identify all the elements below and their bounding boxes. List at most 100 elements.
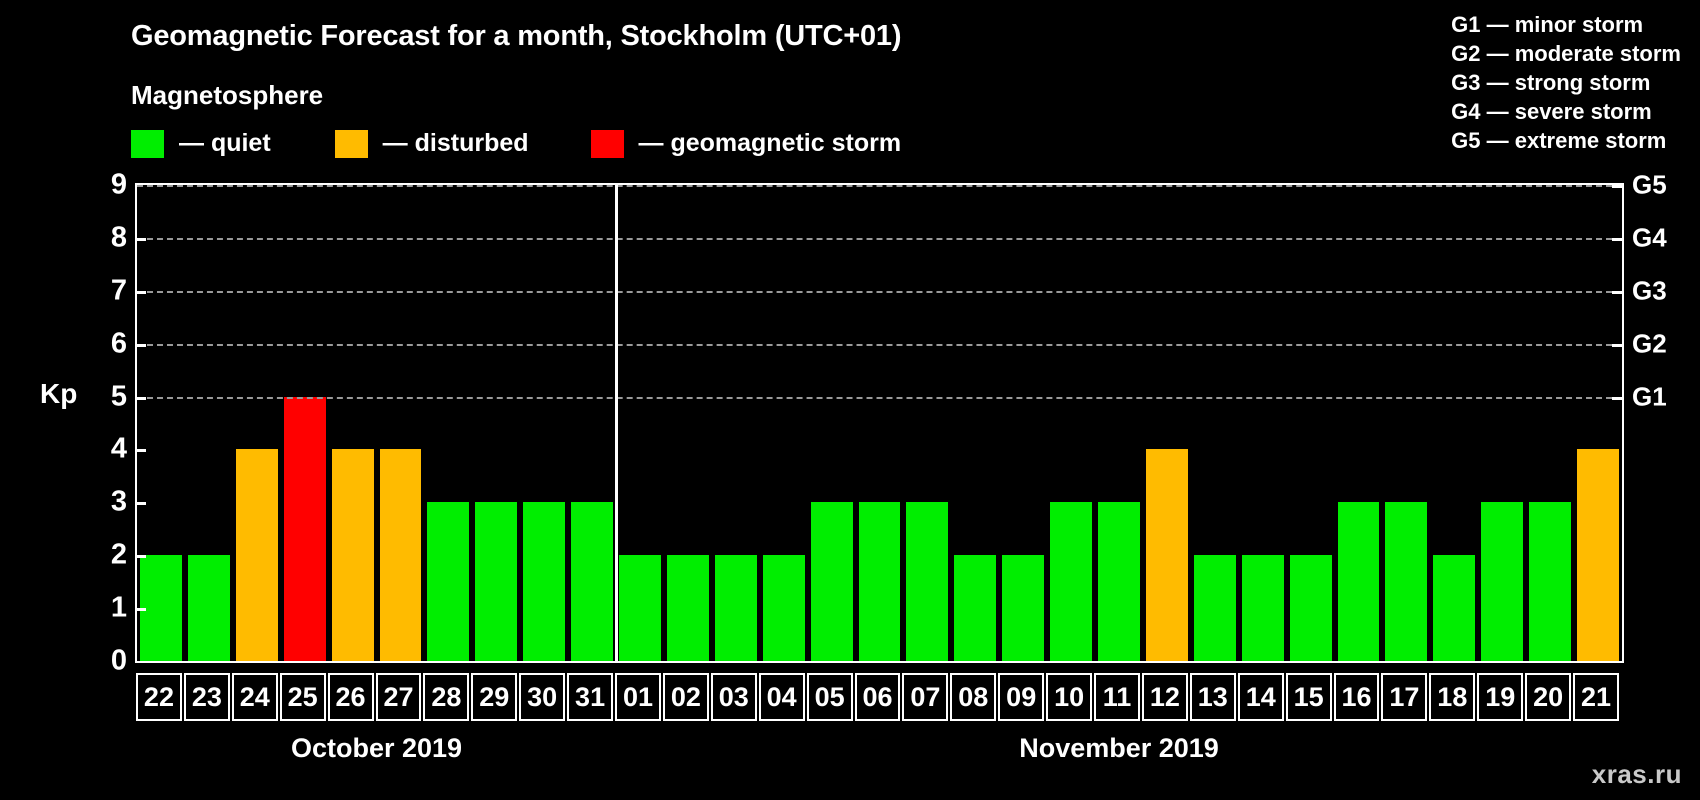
gridline-kp-6 bbox=[137, 343, 1622, 346]
g-tick-G1: G1 bbox=[1632, 381, 1667, 412]
bar-29 bbox=[475, 502, 518, 661]
page-title: Geomagnetic Forecast for a month, Stockh… bbox=[131, 20, 902, 52]
legend-swatch-storm bbox=[590, 129, 624, 158]
month-divider bbox=[615, 185, 619, 661]
bar-31 bbox=[571, 502, 614, 661]
gridline-kp-5 bbox=[137, 396, 1622, 399]
y-tickmark-3 bbox=[135, 502, 146, 506]
date-label-17: 17 bbox=[1381, 673, 1428, 721]
bar-26 bbox=[331, 449, 374, 661]
bar-23 bbox=[187, 555, 230, 661]
g-scale-line-5: G5 — extreme storm bbox=[1451, 128, 1667, 153]
watermark: xras.ru bbox=[1591, 759, 1682, 789]
g-tick-G3: G3 bbox=[1632, 275, 1667, 306]
date-label-06: 06 bbox=[854, 673, 901, 721]
y-tick-0: 0 bbox=[110, 644, 127, 677]
gridline-kp-9 bbox=[137, 185, 1622, 187]
bar-12 bbox=[1145, 449, 1188, 661]
date-label-22: 22 bbox=[136, 673, 182, 721]
date-label-01: 01 bbox=[615, 673, 661, 721]
bar-07 bbox=[906, 502, 949, 661]
g-tickmark-G2 bbox=[1612, 343, 1624, 347]
date-label-30: 30 bbox=[519, 673, 566, 721]
plot-area bbox=[135, 183, 1624, 663]
date-label-29: 29 bbox=[471, 673, 518, 721]
bar-25 bbox=[283, 396, 326, 661]
date-label-13: 13 bbox=[1189, 673, 1236, 721]
y-tickmark-4 bbox=[135, 449, 146, 453]
date-label-24: 24 bbox=[231, 673, 278, 721]
legend-item-quiet: — quiet bbox=[131, 129, 271, 158]
date-label-23: 23 bbox=[183, 673, 230, 721]
g-scale-line-3: G3 — strong storm bbox=[1451, 70, 1651, 95]
bar-18 bbox=[1433, 555, 1476, 661]
date-label-18: 18 bbox=[1429, 673, 1476, 721]
y-tick-4: 4 bbox=[110, 432, 127, 465]
legend-item-storm: — geomagnetic storm bbox=[590, 129, 902, 158]
date-label-28: 28 bbox=[423, 673, 470, 721]
bar-05 bbox=[810, 502, 853, 661]
date-label-09: 09 bbox=[998, 673, 1045, 721]
y-tickmark-7 bbox=[135, 290, 146, 294]
bar-22 bbox=[140, 555, 182, 661]
date-label-14: 14 bbox=[1237, 673, 1284, 721]
bar-02 bbox=[666, 555, 709, 661]
g-tickmark-G1 bbox=[1612, 396, 1624, 400]
bar-14 bbox=[1241, 555, 1284, 661]
date-label-25: 25 bbox=[279, 673, 326, 721]
g-scale-line-1: G1 — minor storm bbox=[1451, 12, 1644, 37]
legend-swatch-disturbed bbox=[334, 129, 368, 158]
gridline-kp-8 bbox=[137, 237, 1622, 240]
y-axis-ticks: 9 8 7 6 5 4 3 2 1 0 bbox=[75, 0, 127, 800]
date-label-26: 26 bbox=[327, 673, 374, 721]
date-label-21: 21 bbox=[1573, 673, 1619, 721]
g-tick-G4: G4 bbox=[1632, 222, 1667, 253]
bar-series bbox=[137, 185, 1622, 661]
bar-28 bbox=[427, 502, 470, 661]
date-label-31: 31 bbox=[567, 673, 614, 721]
date-label-11: 11 bbox=[1094, 673, 1140, 721]
bar-11 bbox=[1098, 502, 1140, 661]
g-tickmark-G3 bbox=[1612, 290, 1624, 294]
date-label-04: 04 bbox=[758, 673, 805, 721]
bar-10 bbox=[1050, 502, 1093, 661]
bar-17 bbox=[1385, 502, 1428, 661]
plot-inner bbox=[137, 185, 1622, 661]
magnetosphere-legend: — quiet — disturbed — geomagnetic storm bbox=[131, 129, 901, 158]
y-tickmark-1 bbox=[135, 608, 146, 612]
g-scale-line-2: G2 — moderate storm bbox=[1451, 41, 1681, 66]
y-tick-5: 5 bbox=[110, 380, 127, 413]
g-axis-ticks: G5 G4 G3 G2 G1 bbox=[1632, 0, 1700, 800]
y-tickmark-5 bbox=[135, 396, 146, 400]
g-scale-line-4: G4 — severe storm bbox=[1451, 99, 1652, 124]
y-tickmark-2 bbox=[135, 555, 146, 559]
legend-label-storm: — geomagnetic storm bbox=[638, 129, 902, 157]
g-tick-G2: G2 bbox=[1632, 328, 1667, 359]
date-label-08: 08 bbox=[950, 673, 997, 721]
bar-24 bbox=[235, 449, 278, 661]
date-label-12: 12 bbox=[1141, 673, 1188, 721]
month-caption-1: October 2019 bbox=[290, 733, 463, 763]
y-tickmark-6 bbox=[135, 343, 146, 347]
bar-01 bbox=[619, 555, 661, 661]
date-label-10: 10 bbox=[1046, 673, 1093, 721]
y-tick-9: 9 bbox=[110, 168, 127, 201]
date-label-27: 27 bbox=[375, 673, 422, 721]
bar-20 bbox=[1529, 502, 1572, 661]
y-tick-1: 1 bbox=[110, 591, 127, 624]
y-tick-8: 8 bbox=[110, 221, 127, 254]
date-label-02: 02 bbox=[662, 673, 709, 721]
g-tickmark-G5 bbox=[1612, 185, 1624, 188]
legend-heading: Magnetosphere bbox=[131, 80, 324, 110]
bar-19 bbox=[1481, 502, 1524, 661]
date-label-20: 20 bbox=[1525, 673, 1572, 721]
bar-03 bbox=[714, 555, 757, 661]
y-tick-6: 6 bbox=[110, 327, 127, 360]
legend-label-quiet: — quiet bbox=[179, 129, 271, 157]
legend-item-disturbed: — disturbed bbox=[334, 129, 529, 158]
bar-16 bbox=[1337, 502, 1380, 661]
bar-06 bbox=[858, 502, 901, 661]
bar-30 bbox=[523, 502, 566, 661]
date-label-15: 15 bbox=[1285, 673, 1332, 721]
legend-label-disturbed: — disturbed bbox=[382, 129, 529, 157]
